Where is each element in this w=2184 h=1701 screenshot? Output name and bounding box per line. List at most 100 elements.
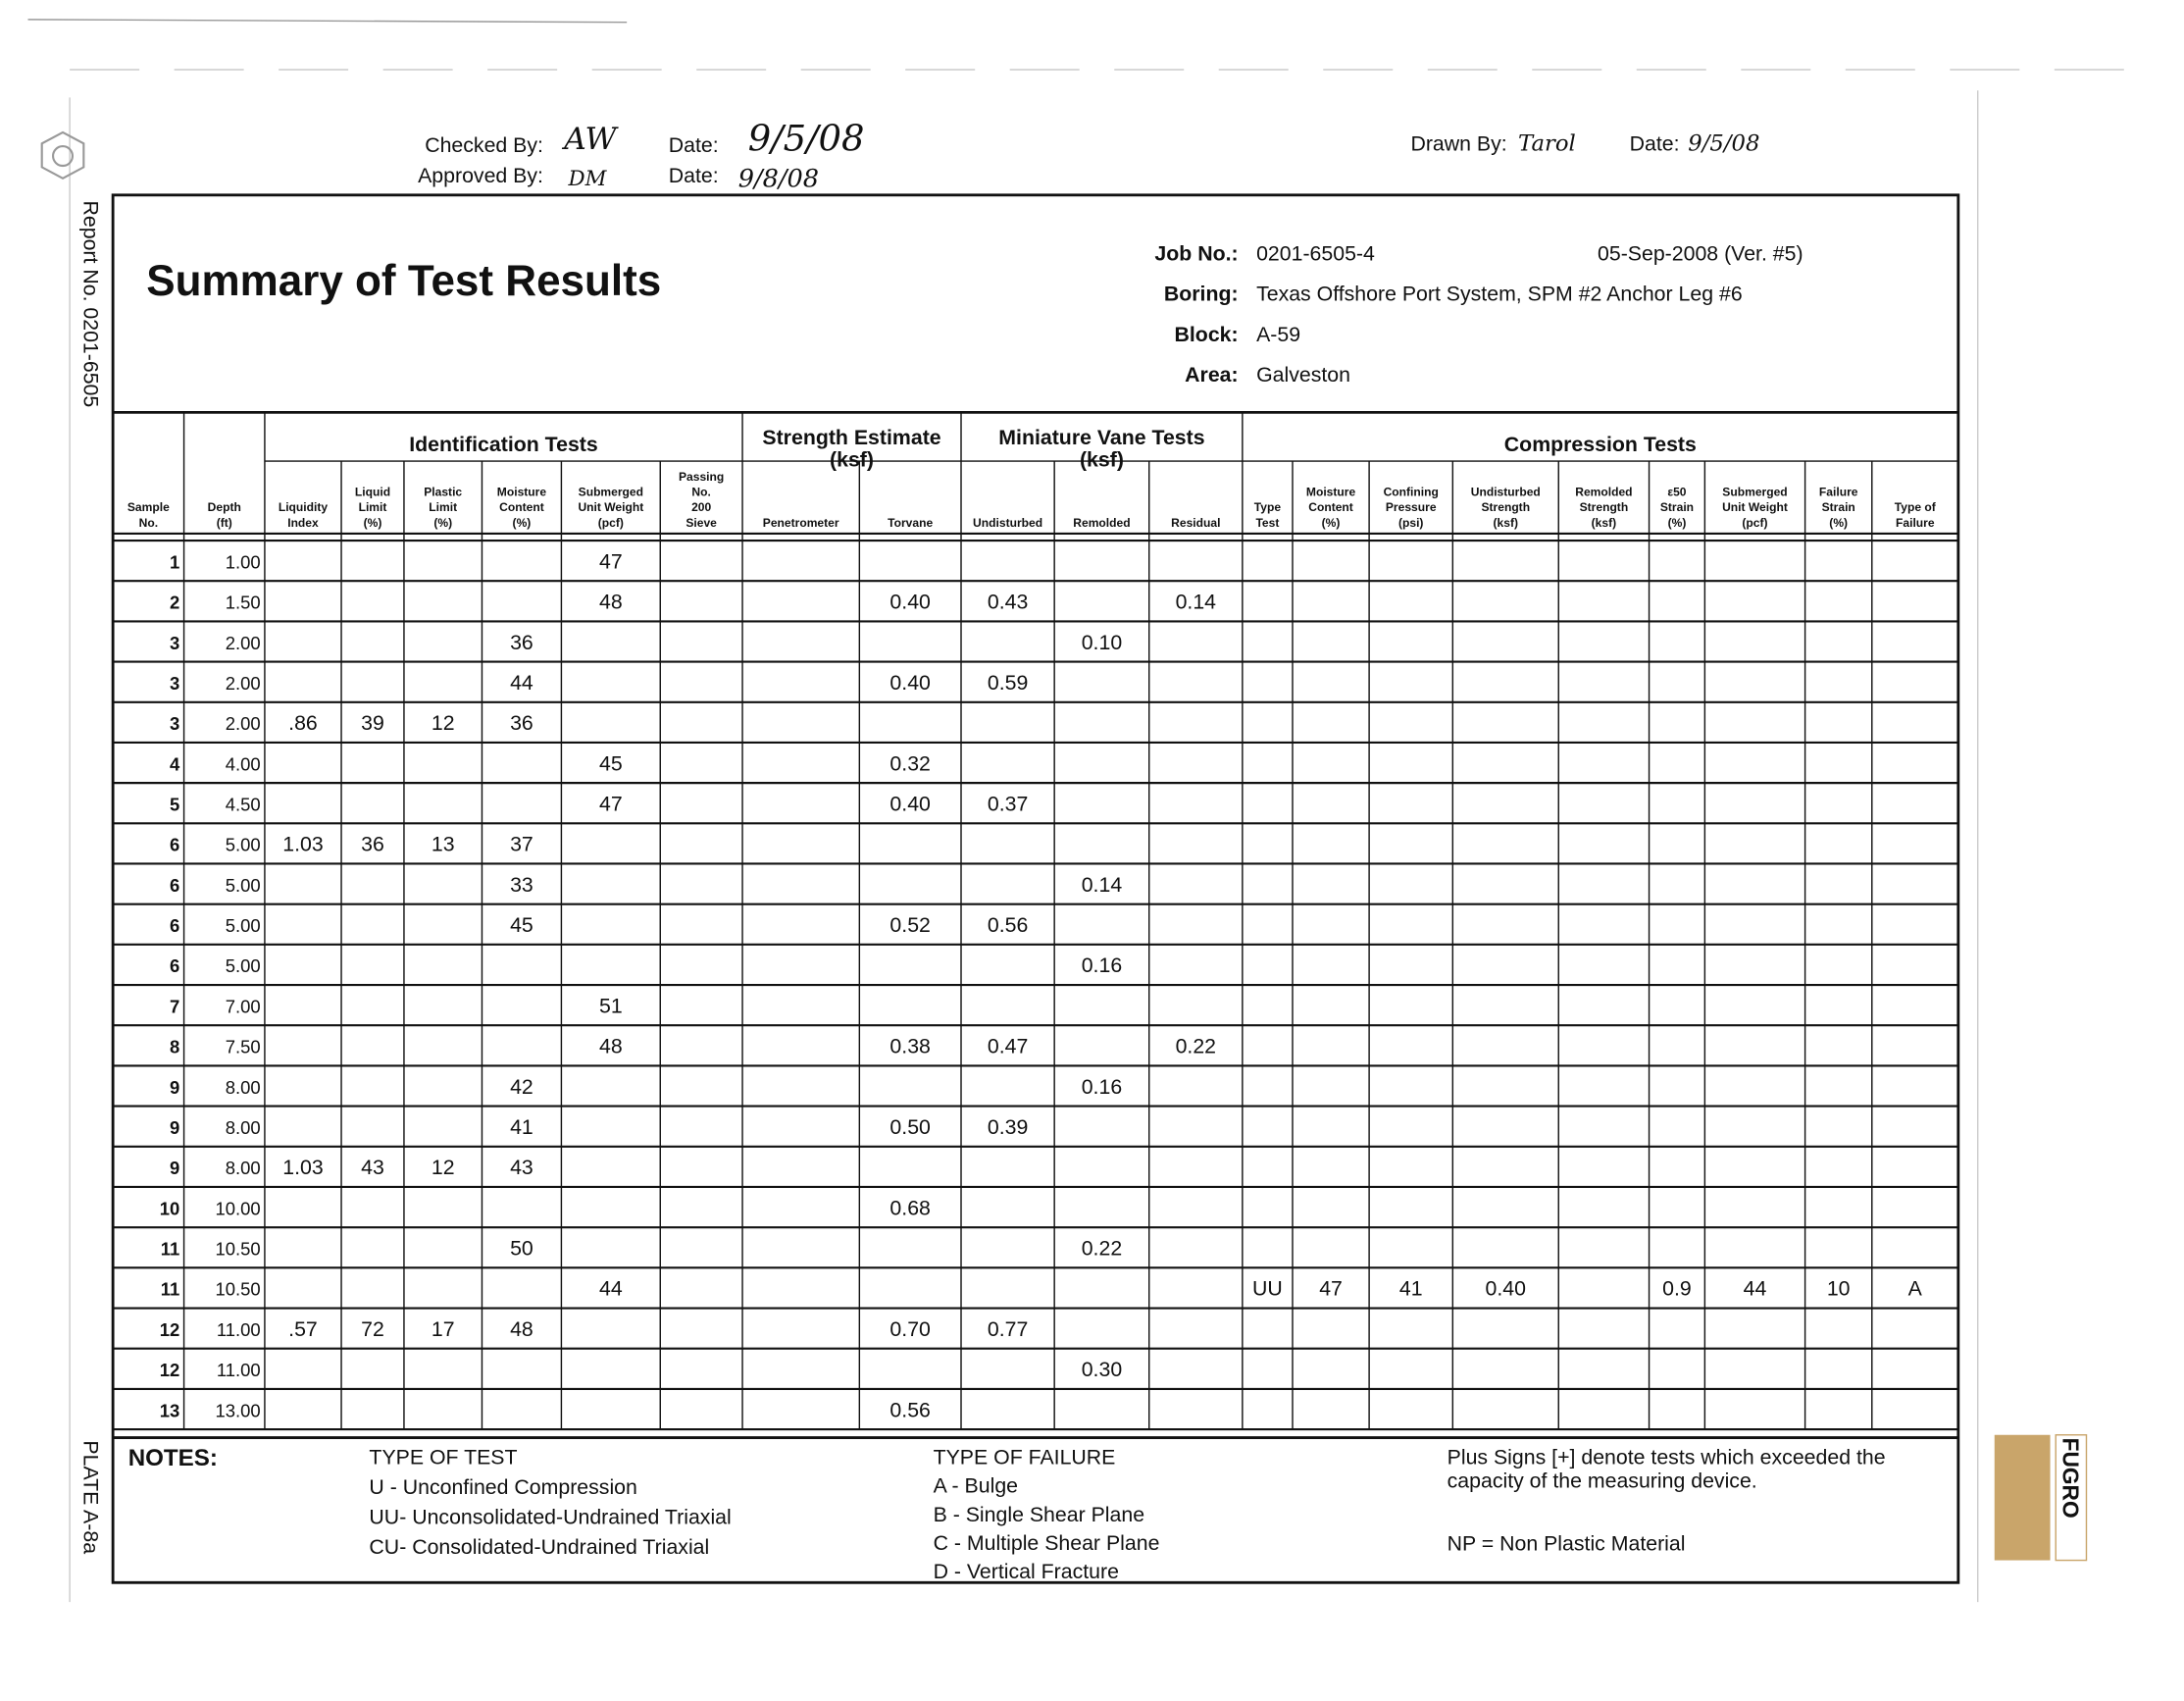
column-header: Strain <box>1822 500 1855 514</box>
column-header: (%) <box>364 516 382 530</box>
cell: 36 <box>361 833 384 856</box>
note: A - Bulge <box>934 1474 1018 1498</box>
notes-label: NOTES: <box>128 1445 218 1471</box>
cell: 0.40 <box>889 591 931 614</box>
cell: UU <box>1252 1277 1283 1301</box>
column-header: Plastic <box>424 486 462 499</box>
column-header: Pressure <box>1386 500 1437 514</box>
column-header: Undisturbed <box>973 516 1042 530</box>
column-header: Moisture <box>1306 486 1356 499</box>
cell: 45 <box>599 751 623 775</box>
cell: 5.00 <box>226 955 261 976</box>
group-header: Identification Tests <box>409 433 597 456</box>
cell: 10.50 <box>215 1279 260 1300</box>
column-header: (%) <box>1829 516 1848 530</box>
cell: 12 <box>432 1156 455 1179</box>
job-label: Block: <box>1175 323 1239 346</box>
cell: 41 <box>510 1115 533 1139</box>
cell: 48 <box>510 1317 533 1341</box>
column-header: (%) <box>513 516 532 530</box>
cell: 2.00 <box>226 673 261 694</box>
cell: 6 <box>170 915 179 936</box>
cell: 47 <box>599 549 623 573</box>
cell: 0.32 <box>889 751 930 775</box>
cell: 4 <box>170 753 180 774</box>
column-header: Unit Weight <box>578 500 643 514</box>
column-header: (psi) <box>1398 516 1423 530</box>
column-header: 200 <box>691 500 711 514</box>
note: Plus Signs [+] denote tests which exceed… <box>1448 1446 1886 1469</box>
cell: 0.56 <box>988 913 1028 937</box>
cell: 45 <box>510 913 533 937</box>
column-header: Type <box>1254 500 1282 514</box>
cell: 3 <box>170 713 179 734</box>
column-header: Limit <box>359 500 387 514</box>
cell: 1.50 <box>226 593 261 613</box>
cell: 9 <box>170 1158 179 1178</box>
cell: 0.10 <box>1082 631 1123 654</box>
scan-edge <box>27 19 628 24</box>
column-header: Liquid <box>355 486 390 499</box>
cell: 0.40 <box>889 793 931 816</box>
cell: 0.40 <box>1486 1277 1527 1301</box>
label: Date: <box>1630 131 1680 155</box>
cell: 10 <box>160 1198 180 1218</box>
cell: 47 <box>599 793 623 816</box>
cell: .57 <box>288 1317 318 1341</box>
recycle-icon <box>40 130 85 180</box>
cell: 10 <box>1827 1277 1851 1301</box>
cell: 5.00 <box>226 915 261 936</box>
cell: 0.56 <box>889 1398 930 1421</box>
cell: 39 <box>361 711 384 735</box>
cell: 50 <box>510 1237 533 1261</box>
column-header: Penetrometer <box>763 516 839 530</box>
cell: 0.9 <box>1662 1277 1692 1301</box>
column-header: Strain <box>1660 500 1694 514</box>
plate-number: PLATE A-8a <box>78 1440 102 1554</box>
cell: 0.59 <box>988 671 1028 695</box>
cell: 0.22 <box>1176 1035 1216 1058</box>
signature: Tarol <box>1518 130 1576 156</box>
column-header: Test <box>1255 516 1279 530</box>
cell: 8 <box>170 1037 179 1057</box>
signature: DM <box>568 167 608 191</box>
group-header: (ksf) <box>830 448 874 472</box>
column-header: Moisture <box>497 486 547 499</box>
cell: 7 <box>170 996 179 1016</box>
cell: A <box>1908 1277 1923 1301</box>
cell: 12 <box>160 1360 180 1380</box>
column-header: (pcf) <box>598 516 624 530</box>
cell: 13.00 <box>215 1400 260 1420</box>
cell: 9 <box>170 1077 179 1098</box>
column-header: (ksf) <box>1494 516 1518 530</box>
cell: 44 <box>599 1277 623 1301</box>
column-header: Content <box>499 500 544 514</box>
cell: 8.00 <box>226 1077 261 1098</box>
cell: 0.68 <box>889 1196 930 1219</box>
group-header: Miniature Vane Tests <box>998 426 1204 449</box>
label: Checked By: <box>425 133 543 157</box>
cell: 10.50 <box>215 1239 260 1260</box>
cell: .86 <box>288 711 318 735</box>
cell: 17 <box>432 1317 455 1341</box>
column-header: Undisturbed <box>1471 486 1541 499</box>
cell: 7.00 <box>226 996 261 1016</box>
column-header: Remolded <box>1575 486 1632 499</box>
column-header: Limit <box>429 500 457 514</box>
cell: 11.00 <box>217 1360 261 1380</box>
cell: 8.00 <box>226 1117 261 1138</box>
cell: 48 <box>599 1035 623 1058</box>
cell: 0.22 <box>1082 1237 1122 1261</box>
note: CU- Consolidated-Undrained Triaxial <box>369 1535 709 1559</box>
column-header: (ft) <box>217 516 232 530</box>
cell: 41 <box>1399 1277 1423 1301</box>
cell: 3 <box>170 633 179 653</box>
cell: 2 <box>170 593 179 613</box>
column-header: Unit Weight <box>1722 500 1788 514</box>
cell: 42 <box>510 1075 533 1099</box>
column-header: Strength <box>1481 500 1530 514</box>
job-value: A-59 <box>1256 323 1300 346</box>
cell: 0.39 <box>988 1115 1028 1139</box>
cell: 4.50 <box>226 795 261 815</box>
